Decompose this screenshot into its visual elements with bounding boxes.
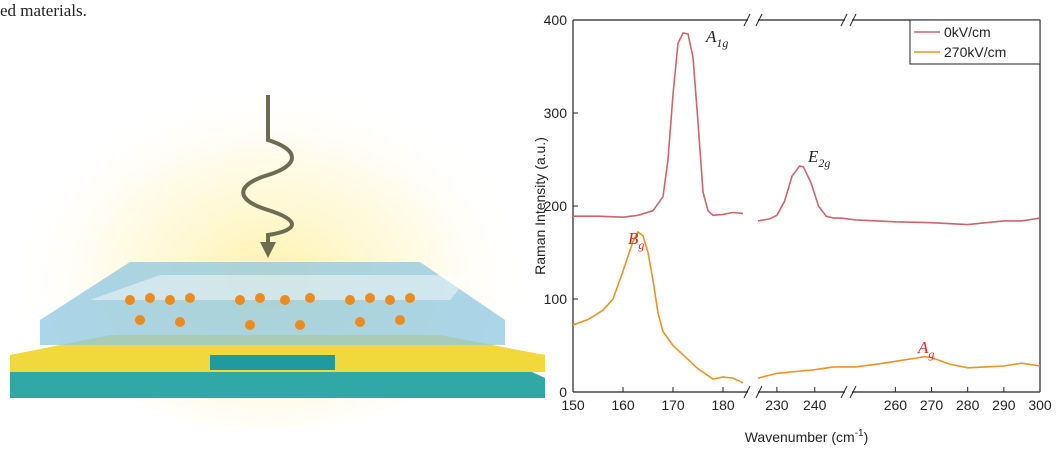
x-tick-label: 180 (711, 397, 735, 413)
annotation-text: A (705, 27, 717, 46)
x-tick-label: 300 (1028, 397, 1052, 413)
x-axis-label: Wavenumber (cm-1) (745, 428, 869, 445)
annotation-sub: 1g (716, 36, 728, 50)
x-tick-label: 240 (803, 397, 827, 413)
annotation-sub: g (928, 347, 934, 361)
legend-label: 270kV/cm (944, 44, 1006, 60)
annotation: A1g (705, 27, 728, 50)
y-tick-label: 300 (544, 105, 568, 121)
x-tick-label: 280 (956, 397, 980, 413)
illustration (10, 50, 545, 430)
caption: ed materials. (0, 1, 87, 20)
y-axis-label: Raman Intensity (a.u.) (532, 137, 548, 275)
series-line (573, 232, 1040, 383)
annotation-sub: 2g (818, 156, 830, 170)
x-tick-label: 230 (765, 397, 789, 413)
annotation-sub: g (638, 238, 644, 252)
figure: ed materials. 01002003004001501601701802… (0, 0, 1057, 454)
x-axis-label-end: ) (864, 429, 869, 445)
x-tick-label: 160 (611, 397, 635, 413)
annotation: E2g (807, 147, 830, 170)
x-tick-label: 260 (884, 397, 908, 413)
annotation-text: E (807, 147, 819, 166)
x-tick-label: 170 (661, 397, 685, 413)
y-tick-label: 400 (544, 12, 568, 28)
x-tick-label: 150 (561, 397, 585, 413)
x-axis-label-main: Wavenumber (cm (745, 429, 855, 445)
x-tick-label: 290 (992, 397, 1016, 413)
annotation-text: A (917, 338, 929, 357)
y-tick-label: 100 (544, 291, 568, 307)
x-tick-label: 270 (920, 397, 944, 413)
annotation-text: B (628, 229, 639, 248)
legend-label: 0kV/cm (944, 24, 991, 40)
